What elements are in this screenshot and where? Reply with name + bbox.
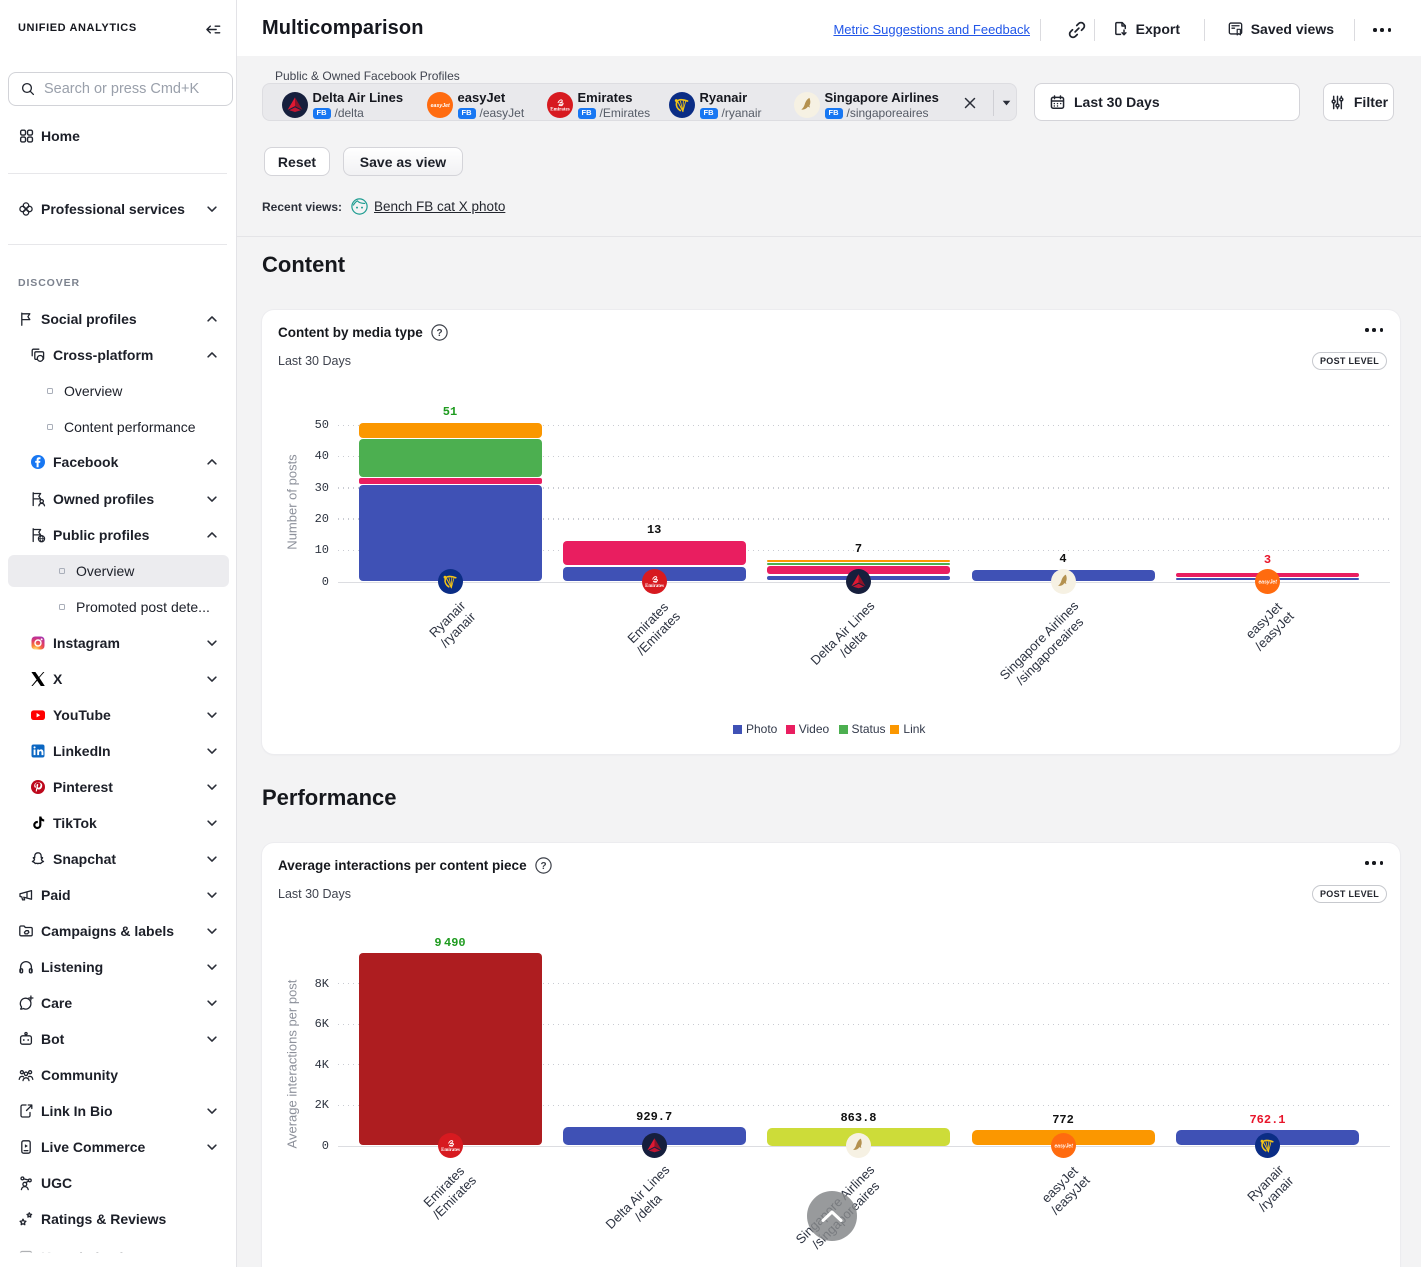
svg-text:easyJet: easyJet [430,103,449,109]
svg-text:Emirates: Emirates [645,584,664,589]
svg-text:Emirates: Emirates [441,1148,460,1153]
svg-text:?: ? [436,328,442,339]
svg-text:easyJet: easyJet [1054,1144,1073,1150]
svg-text:?: ? [540,861,546,872]
svg-text:easyJet: easyJet [1259,580,1278,586]
svg-text:Emirates: Emirates [550,108,569,113]
